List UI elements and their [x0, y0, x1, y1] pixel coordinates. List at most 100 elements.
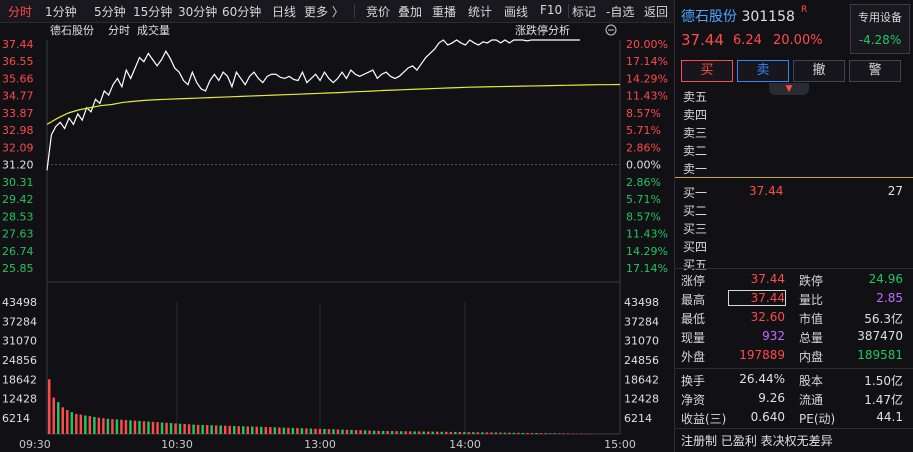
price-axis-label: 27.63: [2, 228, 34, 241]
volume-bar: [106, 418, 110, 434]
volume-bar: [201, 424, 204, 434]
volume-bar: [133, 420, 137, 434]
volume-bar: [530, 432, 534, 434]
sector-box[interactable]: 专用设备 -4.28%: [850, 4, 910, 54]
toggle-icon[interactable]: [605, 24, 617, 36]
cancel-order-button[interactable]: 撤: [793, 60, 845, 82]
volume-bar: [93, 417, 96, 434]
sector-change: -4.28%: [858, 33, 902, 47]
stat-value: 197889: [739, 348, 785, 362]
volume-bar: [499, 432, 502, 434]
pct-axis-label: 11.43%: [626, 228, 668, 241]
volume-bar: [147, 421, 150, 434]
price-line: [46, 39, 580, 171]
volume-axis-label: 12428: [2, 393, 37, 406]
volume-bar: [178, 423, 182, 434]
volume-bar: [345, 429, 349, 434]
toolbar-separator: [568, 4, 569, 18]
stat-label: 涨停: [681, 274, 706, 288]
volume-bar: [169, 423, 173, 434]
price-axis-label: 37.44: [2, 38, 34, 51]
volume-bar: [52, 397, 55, 434]
stat-label: 内盘: [799, 350, 824, 364]
volume-axis-label: 37284: [2, 315, 37, 328]
orderbook-level-price[interactable]: 37.44: [749, 184, 784, 198]
toolbar-item-7[interactable]: 更多 〉: [304, 5, 344, 19]
volume-bar: [526, 432, 529, 434]
toolbar-item-6[interactable]: 日线: [272, 5, 297, 19]
volume-bar: [458, 431, 462, 434]
stat-value: 387470: [857, 329, 903, 343]
limit-analysis-link[interactable]: 涨跌停分析: [515, 23, 570, 37]
toolbar-item-12[interactable]: 画线: [504, 5, 529, 19]
stat-label: 现量: [681, 331, 706, 345]
toolbar-item-13[interactable]: F10: [540, 3, 563, 17]
volume-bar: [210, 425, 213, 434]
volume-bar: [539, 433, 543, 434]
price-axis-label: 31.20: [2, 159, 34, 172]
volume-bar: [359, 430, 362, 434]
price-axis-label: 34.77: [2, 90, 34, 103]
volume-bar: [291, 427, 295, 434]
toolbar-item-14[interactable]: 标记: [572, 5, 597, 19]
toolbar-separator: [354, 4, 355, 18]
volume-bar: [431, 431, 434, 434]
toolbar-item-15[interactable]: -自选: [606, 5, 635, 19]
toolbar-item-11[interactable]: 统计: [468, 5, 493, 19]
volume-bar: [485, 432, 489, 434]
volume-bar: [553, 433, 556, 434]
volume-bar: [75, 413, 78, 434]
toolbar-item-9[interactable]: 叠加: [398, 5, 423, 19]
price-axis-label: 30.31: [2, 176, 34, 189]
toolbar-item-16[interactable]: 返回: [644, 5, 669, 19]
volume-bar: [214, 425, 218, 434]
toolbar-item-0[interactable]: 分时: [8, 5, 33, 19]
volume-bar: [305, 428, 308, 434]
volume-bar: [160, 422, 164, 434]
toolbar-item-8[interactable]: 竞价: [366, 5, 391, 19]
volume-axis-label: 24856: [2, 354, 37, 367]
volume-bar: [472, 432, 475, 434]
price-axis-label: 35.66: [2, 72, 34, 85]
stat-label: 股本: [799, 374, 824, 388]
pct-axis-label: 0.00%: [626, 159, 661, 172]
volume-bar: [151, 421, 155, 434]
stat-value: 0.640: [750, 410, 785, 424]
volume-bar: [449, 431, 453, 434]
volume-bar: [138, 420, 141, 434]
volume-bar: [517, 432, 520, 434]
volume-bar: [174, 423, 177, 434]
pct-axis-label: 2.86%: [626, 176, 661, 189]
volume-bar: [417, 431, 421, 434]
orderbook-level-label: 卖四: [683, 108, 708, 122]
volume-axis-label-right: 43498: [624, 296, 659, 309]
volume-bar: [557, 433, 561, 434]
time-axis-label: 14:00: [449, 438, 481, 451]
volume-axis-label-right: 24856: [624, 354, 659, 367]
collapse-arrow-icon[interactable]: ▼: [769, 83, 809, 95]
sell-button[interactable]: 卖: [737, 60, 789, 82]
volume-bar: [192, 424, 195, 434]
price-change-pct: 20.00%: [773, 33, 823, 48]
toolbar-item-4[interactable]: 30分钟: [178, 5, 218, 19]
chart-volume-label: 成交量: [137, 23, 170, 37]
buy-button[interactable]: 买: [681, 60, 733, 82]
volume-bar: [386, 431, 389, 434]
toolbar-item-1[interactable]: 1分钟: [45, 5, 77, 19]
volume-bar: [426, 431, 430, 434]
time-axis-label: 10:30: [161, 438, 193, 451]
pct-axis-label: 14.29%: [626, 72, 668, 85]
volume-bar: [260, 426, 263, 434]
stat-value: 932: [762, 329, 785, 343]
volume-bar: [336, 429, 340, 434]
toolbar-item-3[interactable]: 15分钟: [133, 5, 173, 19]
volume-bar: [548, 433, 552, 434]
intraday-chart[interactable]: 德石股份 分时 成交量 涨跌停分析 37.44 20.00% 36.55 17.14% 35.6…: [0, 22, 673, 452]
alert-button[interactable]: 警: [849, 60, 901, 82]
stat-value: 24.96: [868, 272, 903, 286]
toolbar-item-5[interactable]: 60分钟: [222, 5, 262, 19]
rights-badge: R: [801, 5, 808, 15]
toolbar-item-10[interactable]: 重播: [432, 5, 457, 19]
toolbar-item-2[interactable]: 5分钟: [94, 5, 126, 19]
volume-axis-label-right: 12428: [624, 393, 659, 406]
